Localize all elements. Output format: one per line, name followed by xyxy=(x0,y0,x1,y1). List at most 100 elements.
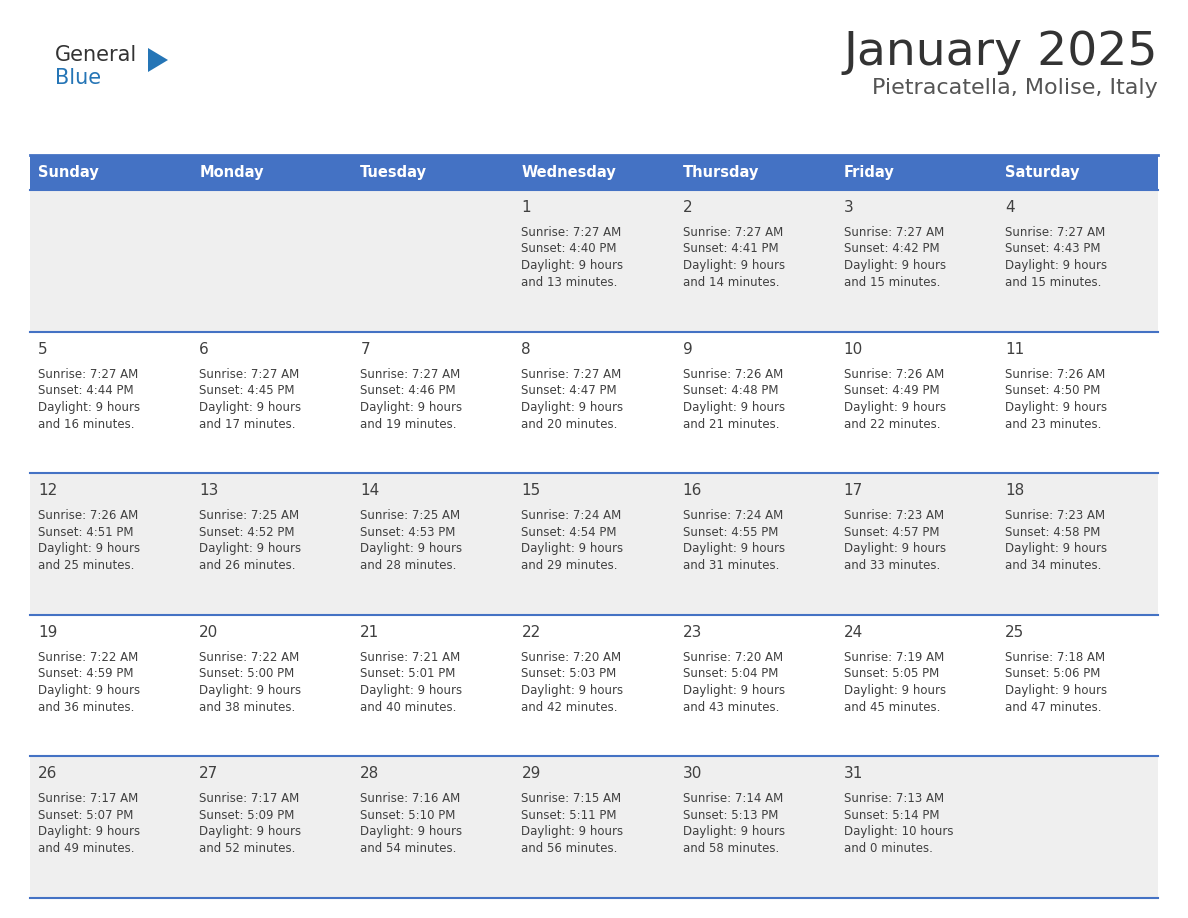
Polygon shape xyxy=(148,48,168,72)
Text: 30: 30 xyxy=(683,767,702,781)
Text: Sunrise: 7:27 AM: Sunrise: 7:27 AM xyxy=(843,226,944,239)
Text: Daylight: 9 hours
and 21 minutes.: Daylight: 9 hours and 21 minutes. xyxy=(683,400,785,431)
Text: Daylight: 9 hours
and 31 minutes.: Daylight: 9 hours and 31 minutes. xyxy=(683,543,785,572)
Text: 16: 16 xyxy=(683,483,702,498)
Text: Sunrise: 7:27 AM: Sunrise: 7:27 AM xyxy=(1005,226,1105,239)
Text: Daylight: 9 hours
and 14 minutes.: Daylight: 9 hours and 14 minutes. xyxy=(683,259,785,289)
Text: Daylight: 9 hours
and 15 minutes.: Daylight: 9 hours and 15 minutes. xyxy=(1005,259,1107,289)
Text: Sunrise: 7:27 AM: Sunrise: 7:27 AM xyxy=(522,226,621,239)
Text: Sunset: 4:46 PM: Sunset: 4:46 PM xyxy=(360,384,456,397)
Text: Sunrise: 7:22 AM: Sunrise: 7:22 AM xyxy=(38,651,138,664)
Text: Daylight: 9 hours
and 28 minutes.: Daylight: 9 hours and 28 minutes. xyxy=(360,543,462,572)
Text: Daylight: 9 hours
and 13 minutes.: Daylight: 9 hours and 13 minutes. xyxy=(522,259,624,289)
Text: 4: 4 xyxy=(1005,200,1015,215)
Text: Sunday: Sunday xyxy=(38,165,99,180)
Text: Sunset: 5:03 PM: Sunset: 5:03 PM xyxy=(522,667,617,680)
Text: Sunrise: 7:22 AM: Sunrise: 7:22 AM xyxy=(200,651,299,664)
Text: Daylight: 9 hours
and 47 minutes.: Daylight: 9 hours and 47 minutes. xyxy=(1005,684,1107,714)
Text: Sunset: 4:57 PM: Sunset: 4:57 PM xyxy=(843,526,940,539)
Text: Daylight: 9 hours
and 16 minutes.: Daylight: 9 hours and 16 minutes. xyxy=(38,400,140,431)
Text: Saturday: Saturday xyxy=(1005,165,1080,180)
Text: Sunrise: 7:27 AM: Sunrise: 7:27 AM xyxy=(38,367,138,381)
Text: Daylight: 9 hours
and 22 minutes.: Daylight: 9 hours and 22 minutes. xyxy=(843,400,946,431)
Text: 20: 20 xyxy=(200,625,219,640)
Text: Sunset: 4:51 PM: Sunset: 4:51 PM xyxy=(38,526,133,539)
Text: 6: 6 xyxy=(200,341,209,356)
Bar xyxy=(30,615,1158,756)
Text: Daylight: 9 hours
and 17 minutes.: Daylight: 9 hours and 17 minutes. xyxy=(200,400,302,431)
Text: Sunset: 4:43 PM: Sunset: 4:43 PM xyxy=(1005,242,1100,255)
Text: 11: 11 xyxy=(1005,341,1024,356)
Text: 18: 18 xyxy=(1005,483,1024,498)
Text: Sunset: 5:14 PM: Sunset: 5:14 PM xyxy=(843,809,940,822)
Text: 14: 14 xyxy=(360,483,379,498)
Text: Sunrise: 7:26 AM: Sunrise: 7:26 AM xyxy=(1005,367,1105,381)
Text: Monday: Monday xyxy=(200,165,264,180)
Text: Daylight: 9 hours
and 36 minutes.: Daylight: 9 hours and 36 minutes. xyxy=(38,684,140,714)
Text: Daylight: 9 hours
and 54 minutes.: Daylight: 9 hours and 54 minutes. xyxy=(360,825,462,856)
Text: 5: 5 xyxy=(38,341,48,356)
Text: 25: 25 xyxy=(1005,625,1024,640)
Text: Sunrise: 7:17 AM: Sunrise: 7:17 AM xyxy=(200,792,299,805)
Text: Daylight: 9 hours
and 45 minutes.: Daylight: 9 hours and 45 minutes. xyxy=(843,684,946,714)
Text: Daylight: 9 hours
and 15 minutes.: Daylight: 9 hours and 15 minutes. xyxy=(843,259,946,289)
Text: Sunset: 5:07 PM: Sunset: 5:07 PM xyxy=(38,809,133,822)
Text: Sunset: 5:00 PM: Sunset: 5:00 PM xyxy=(200,667,295,680)
Text: Daylight: 9 hours
and 42 minutes.: Daylight: 9 hours and 42 minutes. xyxy=(522,684,624,714)
Text: Sunset: 4:58 PM: Sunset: 4:58 PM xyxy=(1005,526,1100,539)
Text: Sunset: 5:10 PM: Sunset: 5:10 PM xyxy=(360,809,456,822)
Text: 22: 22 xyxy=(522,625,541,640)
Text: Daylight: 9 hours
and 38 minutes.: Daylight: 9 hours and 38 minutes. xyxy=(200,684,302,714)
Bar xyxy=(30,190,1158,331)
Text: Sunrise: 7:13 AM: Sunrise: 7:13 AM xyxy=(843,792,943,805)
Text: Daylight: 9 hours
and 43 minutes.: Daylight: 9 hours and 43 minutes. xyxy=(683,684,785,714)
Text: 2: 2 xyxy=(683,200,693,215)
Text: Sunset: 4:42 PM: Sunset: 4:42 PM xyxy=(843,242,940,255)
Text: General: General xyxy=(55,45,138,65)
Text: Daylight: 9 hours
and 40 minutes.: Daylight: 9 hours and 40 minutes. xyxy=(360,684,462,714)
Text: Friday: Friday xyxy=(843,165,895,180)
Text: Daylight: 9 hours
and 23 minutes.: Daylight: 9 hours and 23 minutes. xyxy=(1005,400,1107,431)
Text: Pietracatella, Molise, Italy: Pietracatella, Molise, Italy xyxy=(872,78,1158,98)
Text: Daylight: 9 hours
and 56 minutes.: Daylight: 9 hours and 56 minutes. xyxy=(522,825,624,856)
Text: January 2025: January 2025 xyxy=(843,30,1158,75)
Text: 8: 8 xyxy=(522,341,531,356)
Text: 1: 1 xyxy=(522,200,531,215)
Text: Sunrise: 7:20 AM: Sunrise: 7:20 AM xyxy=(522,651,621,664)
Text: Sunset: 4:50 PM: Sunset: 4:50 PM xyxy=(1005,384,1100,397)
Text: 10: 10 xyxy=(843,341,862,356)
Text: 9: 9 xyxy=(683,341,693,356)
Text: Sunset: 4:40 PM: Sunset: 4:40 PM xyxy=(522,242,617,255)
Text: Daylight: 10 hours
and 0 minutes.: Daylight: 10 hours and 0 minutes. xyxy=(843,825,953,856)
Text: 28: 28 xyxy=(360,767,379,781)
Text: 26: 26 xyxy=(38,767,57,781)
Text: 21: 21 xyxy=(360,625,379,640)
Text: Sunrise: 7:15 AM: Sunrise: 7:15 AM xyxy=(522,792,621,805)
Text: Sunset: 4:54 PM: Sunset: 4:54 PM xyxy=(522,526,617,539)
Text: Sunrise: 7:21 AM: Sunrise: 7:21 AM xyxy=(360,651,461,664)
Text: Wednesday: Wednesday xyxy=(522,165,617,180)
Text: Sunrise: 7:27 AM: Sunrise: 7:27 AM xyxy=(200,367,299,381)
Text: 15: 15 xyxy=(522,483,541,498)
Text: Daylight: 9 hours
and 20 minutes.: Daylight: 9 hours and 20 minutes. xyxy=(522,400,624,431)
Text: Daylight: 9 hours
and 33 minutes.: Daylight: 9 hours and 33 minutes. xyxy=(843,543,946,572)
Text: Sunrise: 7:24 AM: Sunrise: 7:24 AM xyxy=(522,509,621,522)
Text: Sunrise: 7:17 AM: Sunrise: 7:17 AM xyxy=(38,792,138,805)
Text: Sunset: 4:53 PM: Sunset: 4:53 PM xyxy=(360,526,456,539)
Bar xyxy=(30,756,1158,898)
Text: Sunset: 5:05 PM: Sunset: 5:05 PM xyxy=(843,667,939,680)
Text: 12: 12 xyxy=(38,483,57,498)
Text: Sunset: 5:01 PM: Sunset: 5:01 PM xyxy=(360,667,456,680)
Text: Sunset: 4:52 PM: Sunset: 4:52 PM xyxy=(200,526,295,539)
Text: Sunset: 4:55 PM: Sunset: 4:55 PM xyxy=(683,526,778,539)
Text: Sunrise: 7:26 AM: Sunrise: 7:26 AM xyxy=(38,509,138,522)
Text: Sunset: 5:13 PM: Sunset: 5:13 PM xyxy=(683,809,778,822)
Text: Sunset: 4:44 PM: Sunset: 4:44 PM xyxy=(38,384,133,397)
Text: 17: 17 xyxy=(843,483,862,498)
Text: 27: 27 xyxy=(200,767,219,781)
Text: Sunrise: 7:26 AM: Sunrise: 7:26 AM xyxy=(843,367,944,381)
Text: Daylight: 9 hours
and 29 minutes.: Daylight: 9 hours and 29 minutes. xyxy=(522,543,624,572)
Text: Sunrise: 7:16 AM: Sunrise: 7:16 AM xyxy=(360,792,461,805)
Text: Sunrise: 7:18 AM: Sunrise: 7:18 AM xyxy=(1005,651,1105,664)
Text: 3: 3 xyxy=(843,200,853,215)
